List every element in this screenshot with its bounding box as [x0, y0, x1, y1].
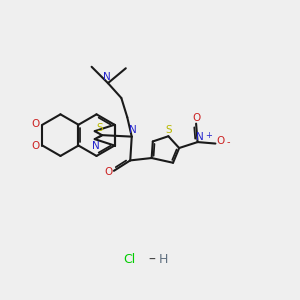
Text: S: S — [165, 125, 172, 135]
Text: N: N — [103, 72, 110, 82]
Text: +: + — [206, 131, 212, 140]
Text: O: O — [104, 167, 113, 177]
Text: -: - — [226, 137, 230, 147]
Text: H: H — [159, 254, 168, 266]
Text: S: S — [97, 123, 104, 133]
Text: Cl: Cl — [123, 254, 135, 266]
Text: N: N — [129, 125, 136, 135]
Text: N: N — [92, 141, 100, 151]
Text: O: O — [217, 136, 225, 146]
Text: –: – — [148, 253, 155, 267]
Text: O: O — [32, 119, 40, 129]
Text: N: N — [196, 132, 204, 142]
Text: O: O — [193, 113, 201, 123]
Text: O: O — [32, 141, 40, 152]
